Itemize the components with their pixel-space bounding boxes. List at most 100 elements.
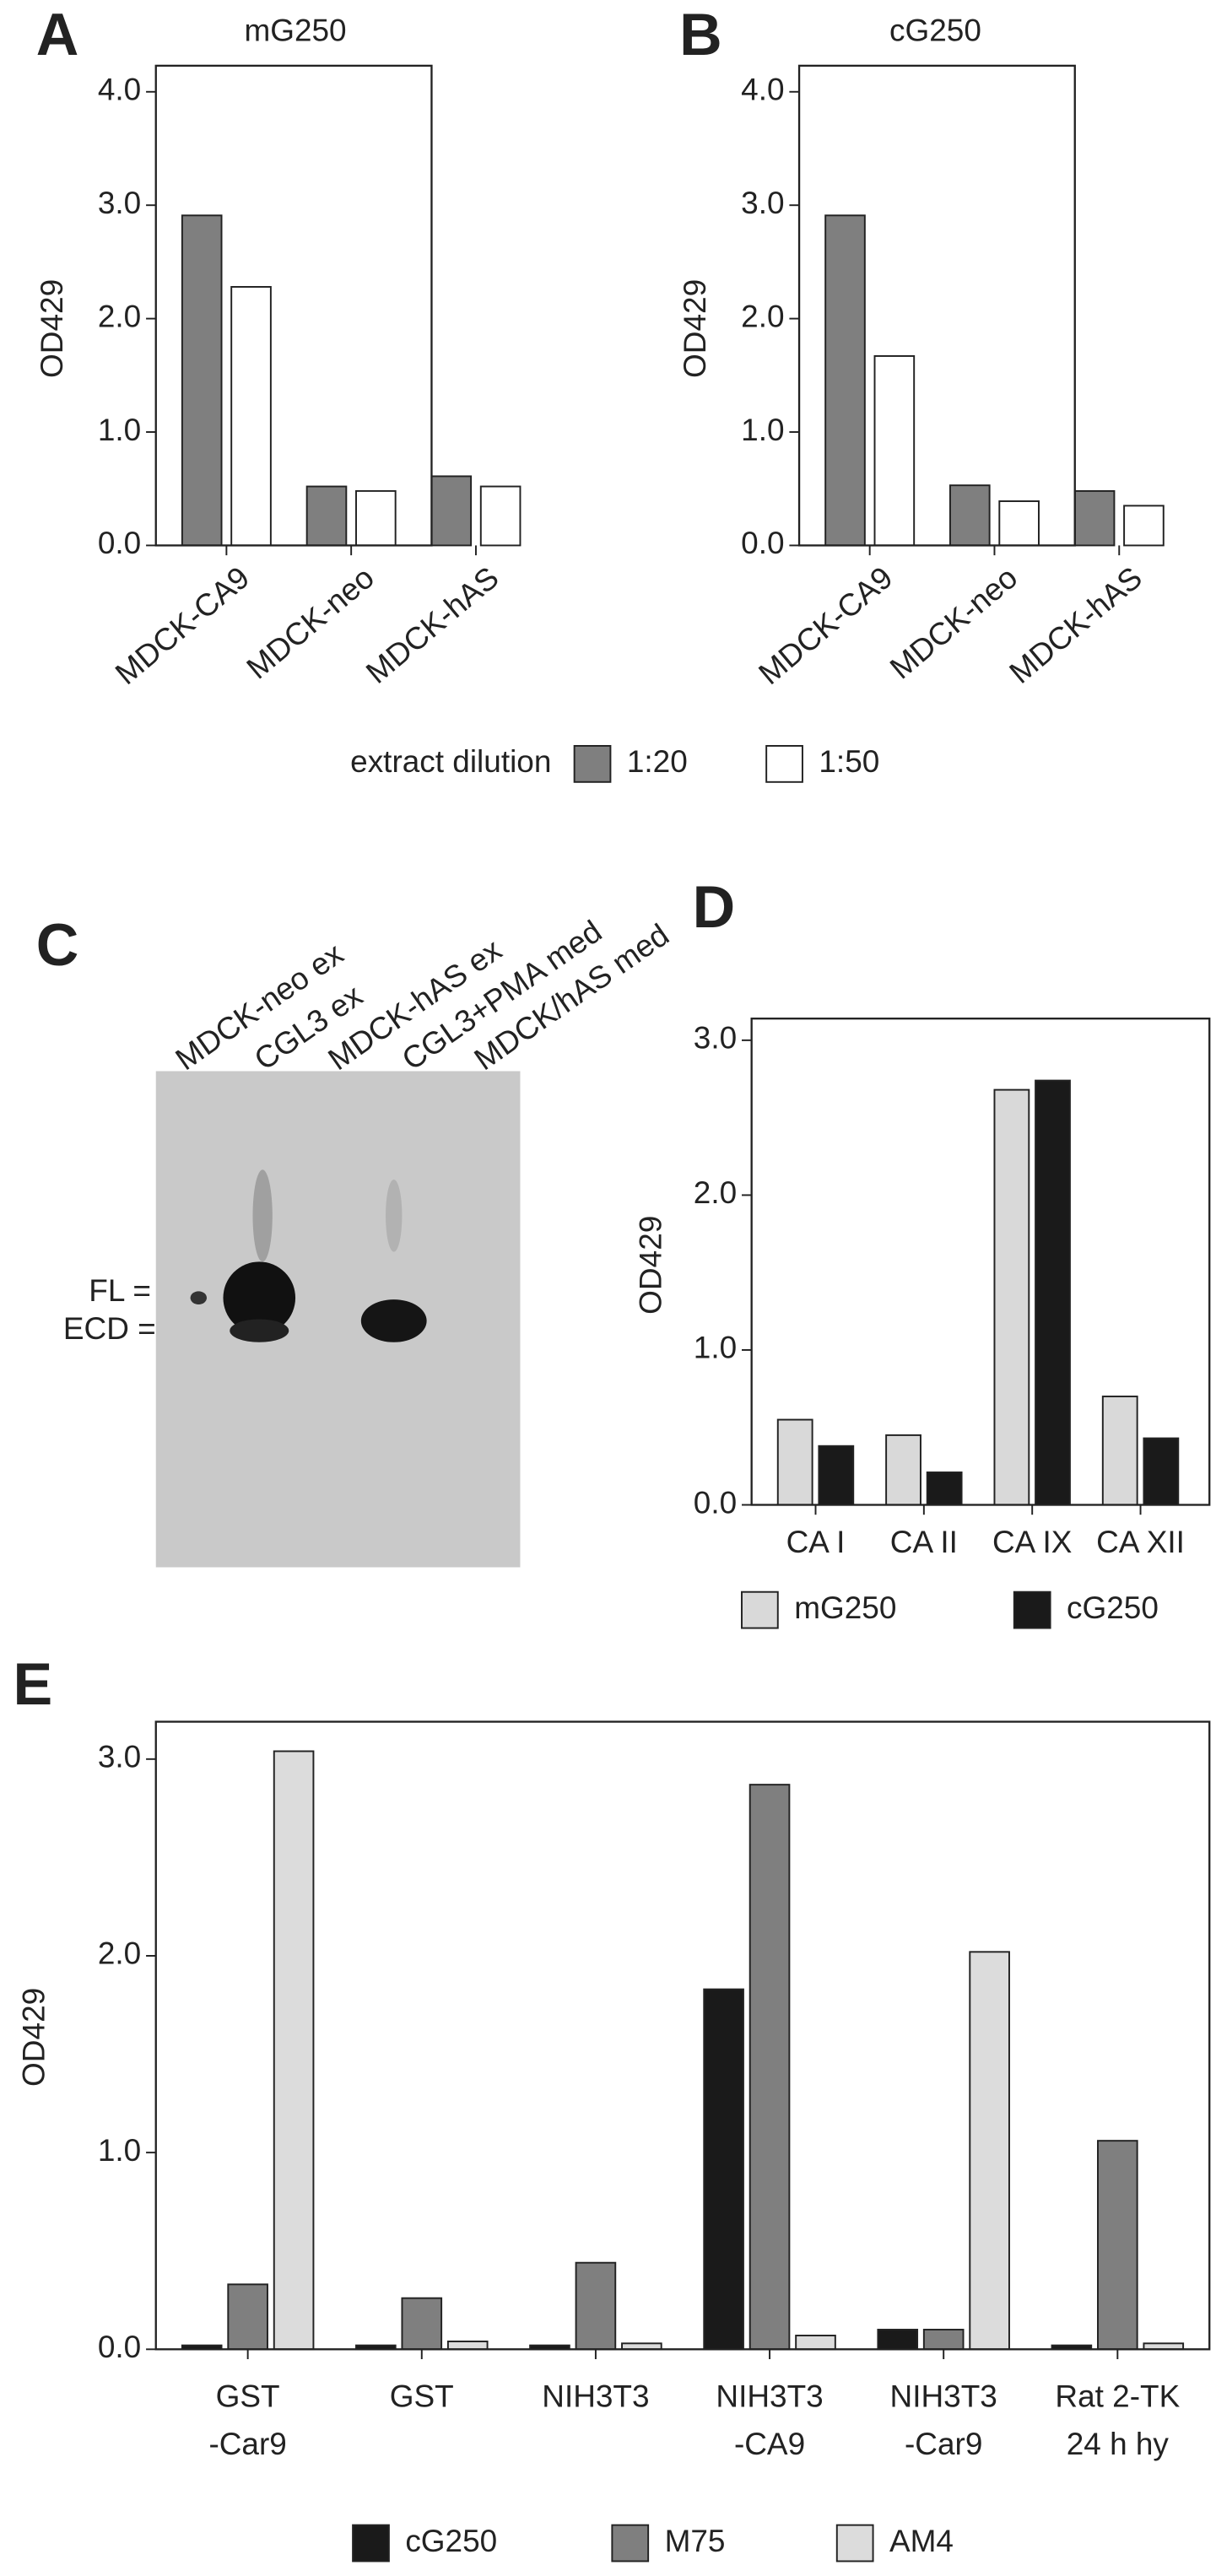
y-tick-label: 2.0 [741,299,784,333]
y-tick-label: 2.0 [98,1936,141,1971]
bar [998,500,1040,547]
legend: mG250 cG250 [741,1590,1159,1629]
x-tick-label: CA IX [992,1525,1072,1559]
bar [401,2297,443,2351]
panel-letter: D [693,874,736,940]
x-tick-label: 24 h hy [1067,2427,1170,2461]
bar [776,1418,813,1506]
y-axis-label: OD429 [35,279,69,378]
y-tick-label: 3.0 [98,1740,141,1774]
legend-swatch [741,1590,779,1629]
plot-frame [750,1018,1211,1506]
legend-label: 1:50 [819,744,879,779]
legend-label: 1:20 [627,744,688,779]
y-tick-label: 0.0 [741,526,784,560]
plot-frame [154,1720,1211,2351]
bar [305,485,348,547]
y-axis-label: OD429 [17,1988,51,2087]
smear [385,1179,403,1252]
legend-title: extract dilution [350,744,551,779]
x-tick-label: -CA9 [734,2427,805,2461]
band-label: FL = [89,1273,151,1308]
bar [227,2283,268,2351]
panel-letter: B [679,2,722,68]
legend-swatch [611,2524,650,2562]
bar [824,214,866,547]
x-tick-label: CA I [786,1525,846,1559]
y-tick-label: 2.0 [694,1175,737,1210]
bar [479,485,522,547]
bar [818,1445,855,1506]
y-tick-label: 4.0 [98,73,141,107]
x-tick-label: -Car9 [208,2427,286,2461]
bar [430,475,473,547]
bar [926,1471,963,1506]
y-tick-label: 1.0 [98,413,141,447]
x-tick-label: -Car9 [905,2427,982,2461]
x-tick-label: MDCK-hAS [1003,560,1148,690]
legend: cG250 M75 AM4 [352,2524,954,2562]
legend-label: M75 [665,2524,726,2558]
y-tick-label: 3.0 [741,186,784,220]
x-tick-label: NIH3T3 [542,2379,649,2413]
plot-frame [797,64,1076,547]
smear [252,1169,273,1262]
y-tick-label: 4.0 [741,73,784,107]
bar [230,286,272,547]
bar [969,1951,1010,2351]
y-tick-label: 3.0 [694,1021,737,1056]
bar [877,2329,919,2351]
legend-label: mG250 [794,1590,896,1625]
legend-swatch [573,744,612,783]
bar [1073,489,1116,547]
bar [993,1088,1030,1506]
bar [795,2335,836,2351]
bar [1143,1437,1180,1506]
x-tick-label: MDCK-hAS [359,560,505,690]
bar [885,1434,921,1506]
chart: E OD429 0.0 1.0 2.0 3.0 GST -Car9 GST NIH3T3 NIH3T… [14,1651,1211,2562]
blot-image [155,1071,521,1568]
y-tick-label: 0.0 [98,2330,141,2364]
bar [749,1784,791,2351]
x-tick-label: GST [216,2379,280,2413]
bar [1097,2140,1138,2351]
bar [181,214,223,547]
band [190,1291,208,1304]
y-tick-label: 1.0 [98,2133,141,2168]
panel-letter: E [14,1651,53,1717]
legend-swatch [765,744,803,783]
band [230,1319,289,1342]
blot-panel: C FL = ECD = MDCK-neo ex CGL3 ex MDCK-hA… [36,912,675,1568]
x-tick-label: CA XII [1096,1525,1185,1559]
chart-title: mG250 [244,14,346,48]
y-axis-label: OD429 [678,279,712,378]
bar [703,1988,744,2351]
x-tick-label: NIH3T3 [716,2379,823,2413]
x-tick-label: MDCK-CA9 [752,560,899,692]
bar [273,1750,315,2351]
bar [1123,505,1165,547]
y-tick-label: 0.0 [98,526,141,560]
chart: D OD429 0.0 1.0 2.0 3.0 CA I CA II CA IX CA XII mG… [634,874,1211,1629]
x-tick-label: MDCK-CA9 [109,560,256,692]
x-tick-label: CA II [890,1525,958,1559]
x-tick-label: MDCK-neo [884,560,1024,686]
y-tick-label: 1.0 [741,413,784,447]
plot-frame [154,64,433,547]
bar [922,2329,965,2351]
bar [1101,1396,1138,1506]
chart-title: cG250 [889,14,981,48]
legend-label: cG250 [1067,1590,1159,1625]
panel-letter: C [36,912,79,978]
bar [873,354,916,547]
bar [446,2341,489,2351]
legend-label: AM4 [889,2524,954,2558]
band [223,1261,296,1335]
bar [948,484,991,547]
y-tick-label: 1.0 [694,1331,737,1365]
band [360,1299,427,1342]
legend-label: cG250 [405,2524,497,2558]
